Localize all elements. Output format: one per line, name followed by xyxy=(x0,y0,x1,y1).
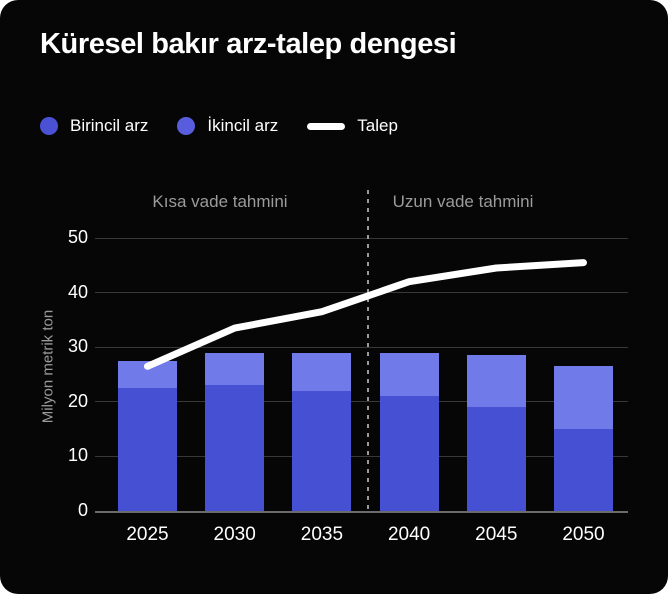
bar-2025-ikincil-arz xyxy=(118,360,177,389)
section-label-long-term: Uzun vade tahmini xyxy=(392,192,534,211)
ikincil-arz-dot-icon xyxy=(177,117,196,135)
gridline-20 xyxy=(95,401,628,403)
bar-2025-birincil-arz xyxy=(118,388,177,511)
legend-item-talep: Talep xyxy=(307,116,398,136)
legend-label-ikincil-arz: İkincil arz xyxy=(207,116,279,135)
y-tick-label-30: 30 xyxy=(67,336,88,357)
section-label-short-term: Kısa vade tahmini xyxy=(152,192,288,211)
gridline-10 xyxy=(95,455,628,457)
bar-2035-ikincil-arz xyxy=(292,352,352,391)
x-tick-label-2025: 2025 xyxy=(126,524,169,545)
bar-2040-birincil-arz xyxy=(379,396,439,511)
y-tick-label-40: 40 xyxy=(67,281,88,302)
gridline-50 xyxy=(95,237,628,239)
x-tick-label-2035: 2035 xyxy=(300,524,344,545)
bar-2030-birincil-arz xyxy=(205,385,265,511)
y-tick-label-0: 0 xyxy=(77,500,88,520)
bar-2045-birincil-arz xyxy=(466,407,526,511)
y-tick-label-20: 20 xyxy=(67,390,88,411)
legend-label-talep: Talep xyxy=(357,116,398,135)
legend: Birincil arz İkincil arz Talep xyxy=(40,116,398,136)
legend-item-birincil-arz: Birincil arz xyxy=(40,116,148,136)
y-tick-label-50: 50 xyxy=(67,227,88,247)
legend-item-ikincil-arz: İkincil arz xyxy=(177,116,278,136)
legend-label-birincil-arz: Birincil arz xyxy=(70,116,149,135)
x-tick-label-2030: 2030 xyxy=(213,524,256,545)
x-tick-label-2050: 2050 xyxy=(562,524,605,545)
x-tick-label-2040: 2040 xyxy=(387,524,431,545)
bar-2045-ikincil-arz xyxy=(466,355,526,408)
talep-line-icon xyxy=(307,122,346,130)
chart-title: Küresel bakır arz-talep dengesi xyxy=(40,28,457,60)
forecast-divider-dashed-line xyxy=(367,190,369,511)
x-tick-label-2045: 2045 xyxy=(475,524,518,545)
x-axis-line xyxy=(95,511,628,513)
gridline-30 xyxy=(95,346,628,348)
bar-2040-ikincil-arz xyxy=(379,352,439,397)
bar-2050-ikincil-arz xyxy=(554,366,613,430)
bar-2030-ikincil-arz xyxy=(205,352,265,386)
bar-2050-birincil-arz xyxy=(554,429,613,511)
bar-2035-birincil-arz xyxy=(292,390,352,511)
y-tick-label-10: 10 xyxy=(67,445,88,466)
gridline-40 xyxy=(95,292,628,294)
birincil-arz-dot-icon xyxy=(40,117,58,135)
